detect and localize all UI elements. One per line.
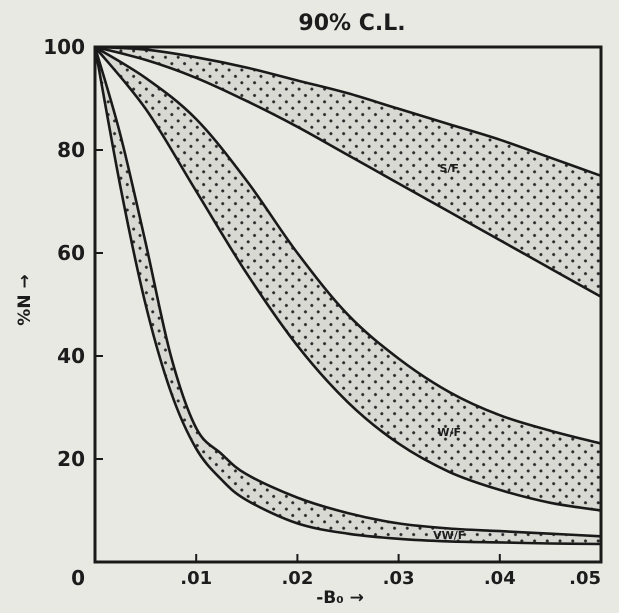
band-label-w-f: W/F — [437, 426, 461, 439]
x-tick-label: .01 — [180, 568, 212, 589]
band-upper-line-s-f — [94, 45, 602, 178]
band-upper-line-w-f — [94, 45, 602, 445]
band-label-vw-f: VW/F — [433, 529, 465, 542]
bands-layer — [95, 47, 601, 544]
band-lower-line-s-f — [94, 45, 602, 298]
y-tick-label: 60 — [57, 241, 85, 265]
band-area-w-f — [95, 47, 601, 511]
band-lower-line-w-f — [93, 46, 602, 512]
y-axis-label: %N → — [15, 274, 35, 325]
y-tick-label: 40 — [57, 344, 85, 368]
ticks-layer: 0 20 40 60 80 100 .01 .02 .03 .04 .05 — [43, 35, 602, 590]
band-upper-line-vw-f — [93, 46, 602, 538]
band-label-s-f: S/F — [439, 162, 458, 175]
band-area-s-f — [95, 47, 601, 297]
y-tick-label: 20 — [57, 447, 85, 471]
chart-title: 90% C.L. — [298, 11, 405, 36]
x-axis-label: -B₀ → — [316, 588, 364, 608]
x-tick-label: .04 — [484, 568, 516, 589]
x-tick-label: .03 — [383, 568, 415, 589]
band-labels-layer: S/F W/F VW/F — [433, 162, 465, 542]
plot-frame — [93, 45, 603, 564]
x-tick-label: .02 — [281, 568, 313, 589]
y-tick-label: 0 — [71, 566, 85, 590]
y-tick-label: 100 — [43, 35, 85, 59]
x-tick-label: .05 — [569, 568, 601, 589]
y-tick-label: 80 — [57, 138, 85, 162]
band-lower-line-vw-f — [93, 46, 602, 546]
lines-layer — [93, 45, 602, 546]
